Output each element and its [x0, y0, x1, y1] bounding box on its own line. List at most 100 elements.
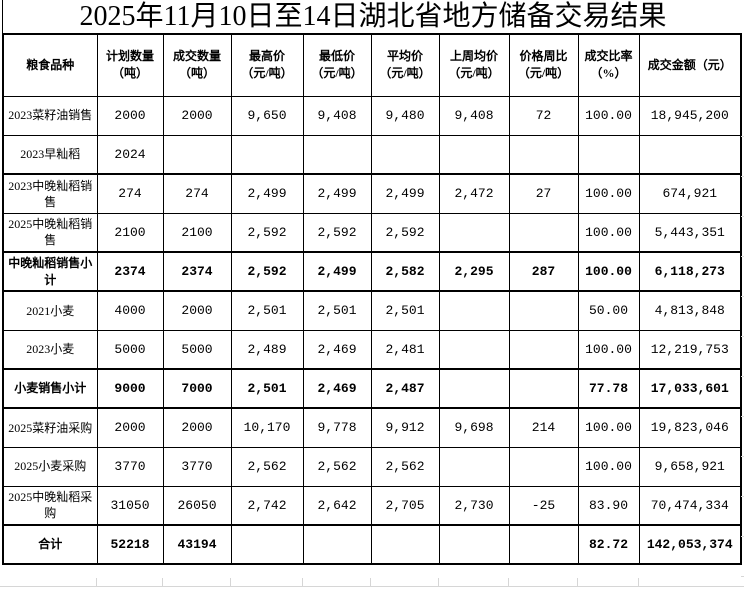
- data-cell: 2,499: [230, 173, 304, 214]
- spreadsheet-gridline-horizontal: [0, 586, 744, 587]
- data-cell: 10,170: [230, 407, 304, 448]
- data-cell: 2,562: [370, 446, 440, 487]
- row-label: 2025中晚籼稻采购: [2, 485, 98, 526]
- spreadsheet-gridline-vertical: [508, 578, 509, 587]
- row-label: 小麦销售小计: [2, 368, 98, 409]
- table-row: 2023早籼稻 2024: [2, 134, 742, 175]
- column-header: 粮食品种: [2, 33, 98, 97]
- data-cell: 2,562: [302, 446, 372, 487]
- data-cell: 2,562: [230, 446, 304, 487]
- row-label: 2023小麦: [2, 329, 98, 370]
- data-cell: 2,469: [302, 368, 372, 409]
- spreadsheet-gridline-vertical: [302, 578, 303, 587]
- data-cell: 4000: [96, 290, 164, 331]
- data-cell: 2000: [162, 290, 232, 331]
- data-cell: 274: [162, 173, 232, 214]
- table-row: 2025菜籽油采购 2000 2000 10,170 9,778 9,912 9,698 21…: [2, 407, 742, 448]
- spreadsheet-gridline-vertical: [370, 578, 371, 587]
- data-cell: 18,945,200: [638, 95, 742, 136]
- data-cell: 19,823,046: [638, 407, 742, 448]
- data-cell: 274: [96, 173, 164, 214]
- column-header: 平均价 （元/吨）: [370, 33, 440, 97]
- data-cell: 2374: [162, 251, 232, 292]
- trading-results-table: 粮食品种 计划数量 （吨） 成交数量 （吨） 最高价 （元/吨） 最低价 （元/吨） 平均…: [2, 33, 742, 565]
- data-cell: [162, 134, 232, 175]
- row-label: 2023菜籽油销售: [2, 95, 98, 136]
- data-cell: 43194: [162, 524, 232, 565]
- data-cell: 77.78: [577, 368, 640, 409]
- table-row: 中晚籼稻销售小计 2374 2374 2,592 2,499 2,582 2,295 287 1…: [2, 251, 742, 292]
- table-row: 2025中晚籼稻采购 31050 26050 2,742 2,642 2,705 2,730…: [2, 485, 742, 526]
- data-cell: [508, 134, 579, 175]
- spreadsheet-gridlines-right: [741, 97, 744, 578]
- data-cell: 100.00: [577, 446, 640, 487]
- data-cell: 2,592: [370, 212, 440, 253]
- data-cell: 2,501: [370, 290, 440, 331]
- data-cell: 2,730: [438, 485, 510, 526]
- data-cell: 9,778: [302, 407, 372, 448]
- data-cell: 26050: [162, 485, 232, 526]
- data-cell: 287: [508, 251, 579, 292]
- data-cell: 2,501: [302, 290, 372, 331]
- table-row: 2025小麦采购 3770 3770 2,562 2,562 2,562 100.00 9,6…: [2, 446, 742, 487]
- data-cell: 2,501: [230, 290, 304, 331]
- data-cell: 2,469: [302, 329, 372, 370]
- data-cell: [438, 212, 510, 253]
- data-cell: 100.00: [577, 212, 640, 253]
- column-header: 上周均价 （元/吨）: [438, 33, 510, 97]
- data-cell: 52218: [96, 524, 164, 565]
- data-cell: 9000: [96, 368, 164, 409]
- data-cell: 100.00: [577, 329, 640, 370]
- data-cell: [438, 524, 510, 565]
- data-cell: 50.00: [577, 290, 640, 331]
- column-header: 成交金额（元）: [638, 33, 742, 97]
- data-cell: 83.90: [577, 485, 640, 526]
- data-cell: [302, 134, 372, 175]
- data-cell: [508, 290, 579, 331]
- data-cell: [508, 368, 579, 409]
- data-cell: [230, 134, 304, 175]
- data-cell: [302, 524, 372, 565]
- data-cell: [508, 212, 579, 253]
- data-cell: 5000: [162, 329, 232, 370]
- data-cell: 2000: [96, 407, 164, 448]
- data-cell: 2,295: [438, 251, 510, 292]
- data-cell: 27: [508, 173, 579, 214]
- data-cell: 100.00: [577, 251, 640, 292]
- data-cell: 2374: [96, 251, 164, 292]
- data-cell: 2,705: [370, 485, 440, 526]
- data-cell: 2,499: [302, 251, 372, 292]
- data-cell: 5000: [96, 329, 164, 370]
- data-cell: 2,501: [230, 368, 304, 409]
- data-cell: 9,408: [302, 95, 372, 136]
- data-cell: 6,118,273: [638, 251, 742, 292]
- row-label: 2023早籼稻: [2, 134, 98, 175]
- data-cell: -25: [508, 485, 579, 526]
- data-cell: 2000: [96, 95, 164, 136]
- header-row: 粮食品种 计划数量 （吨） 成交数量 （吨） 最高价 （元/吨） 最低价 （元/吨） 平均…: [2, 33, 742, 97]
- table-row: 2021小麦 4000 2000 2,501 2,501 2,501 50.00 4,813,…: [2, 290, 742, 331]
- data-cell: 100.00: [577, 173, 640, 214]
- spreadsheet-gridline-vertical: [96, 578, 97, 587]
- spreadsheet-gridline-vertical: [577, 578, 578, 587]
- data-cell: 9,650: [230, 95, 304, 136]
- row-label: 2025菜籽油采购: [2, 407, 98, 448]
- row-label: 2025小麦采购: [2, 446, 98, 487]
- spreadsheet-gridlines-bottom: [2, 578, 742, 590]
- column-header: 成交比率 （%）: [577, 33, 640, 97]
- table-row: 合计 52218 43194 82.72 142,053,374: [2, 524, 742, 565]
- table-row: 2023中晚籼稻销售 274 274 2,499 2,499 2,499 2,472 27 10…: [2, 173, 742, 214]
- data-cell: 17,033,601: [638, 368, 742, 409]
- data-cell: [508, 329, 579, 370]
- spreadsheet-gridline-vertical: [638, 578, 639, 587]
- data-cell: 31050: [96, 485, 164, 526]
- data-cell: 2,742: [230, 485, 304, 526]
- column-header: 最低价 （元/吨）: [302, 33, 372, 97]
- data-cell: [370, 524, 440, 565]
- data-cell: 2,481: [370, 329, 440, 370]
- row-label: 2021小麦: [2, 290, 98, 331]
- data-cell: 2000: [162, 95, 232, 136]
- data-cell: 2,487: [370, 368, 440, 409]
- data-cell: [508, 446, 579, 487]
